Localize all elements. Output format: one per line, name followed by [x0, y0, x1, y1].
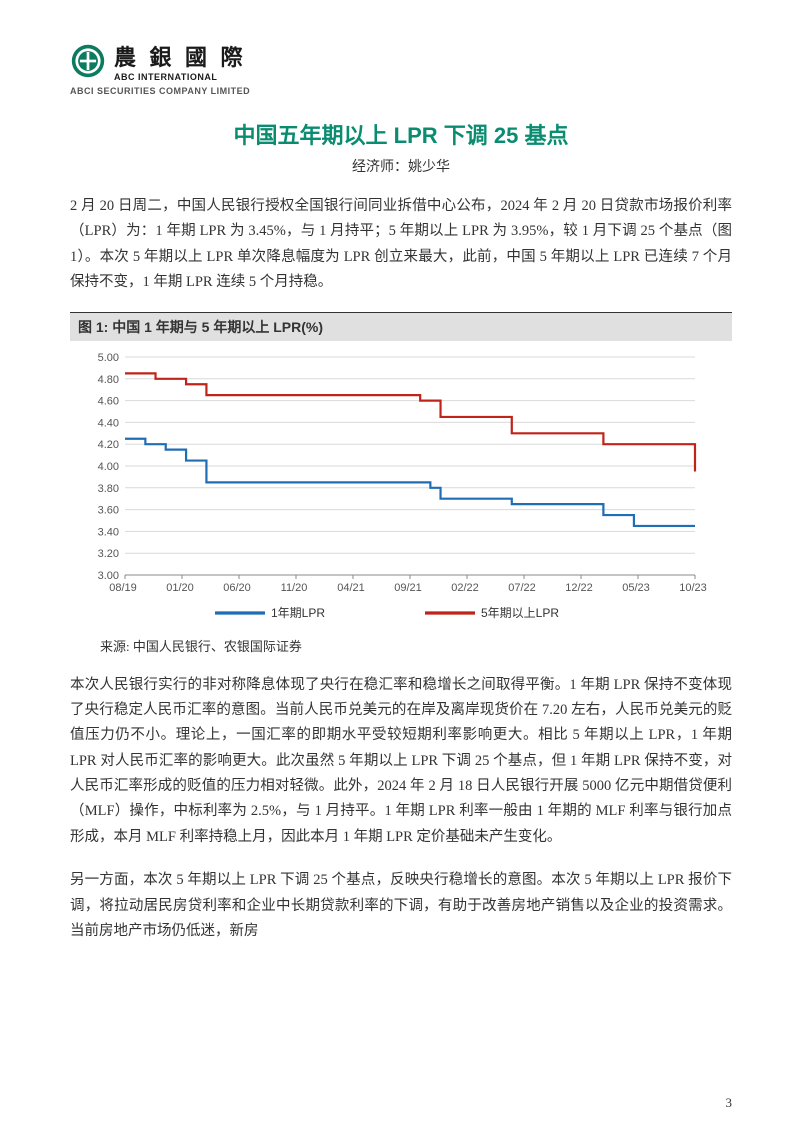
svg-text:3.20: 3.20 [98, 548, 119, 560]
lpr-line-chart: 3.00 3.20 3.40 3.60 3.80 4.00 4.20 4.40 4.60 4.80… [70, 345, 732, 630]
svg-text:09/21: 09/21 [394, 582, 422, 594]
svg-text:05/23: 05/23 [622, 582, 650, 594]
svg-text:12/22: 12/22 [565, 582, 593, 594]
author-line: 经济师：姚少华 [70, 156, 732, 176]
svg-text:4.80: 4.80 [98, 373, 119, 385]
svg-text:3.00: 3.00 [98, 570, 119, 582]
svg-text:4.60: 4.60 [98, 395, 119, 407]
figure-title: 图 1: 中国 1 年期与 5 年期以上 LPR(%) [70, 313, 732, 341]
svg-text:06/20: 06/20 [223, 582, 251, 594]
company-name-block: 農 銀 國 際 ABC INTERNATIONAL [114, 40, 247, 82]
company-name-en2: ABCI SECURITIES COMPANY LIMITED [70, 86, 732, 96]
svg-text:11/20: 11/20 [281, 582, 308, 594]
company-header: 農 銀 國 際 ABC INTERNATIONAL [70, 40, 732, 82]
svg-text:07/22: 07/22 [508, 582, 536, 594]
svg-text:01/20: 01/20 [166, 582, 194, 594]
company-logo-icon [70, 43, 106, 79]
svg-text:3.80: 3.80 [98, 482, 119, 494]
paragraph-1: 2 月 20 日周二，中国人民银行授权全国银行间同业拆借中心公布，2024 年 … [70, 194, 732, 296]
svg-text:08/19: 08/19 [109, 582, 137, 594]
svg-text:4.40: 4.40 [98, 417, 119, 429]
svg-text:3.60: 3.60 [98, 504, 119, 516]
paragraph-3: 另一方面，本次 5 年期以上 LPR 下调 25 个基点，反映央行稳增长的意图。… [70, 868, 732, 944]
svg-text:02/22: 02/22 [451, 582, 479, 594]
svg-text:3.40: 3.40 [98, 526, 119, 538]
svg-text:1年期LPR: 1年期LPR [271, 606, 325, 620]
svg-text:10/23: 10/23 [679, 582, 707, 594]
page-number: 3 [726, 1095, 733, 1111]
svg-text:04/21: 04/21 [337, 582, 365, 594]
svg-text:4.20: 4.20 [98, 439, 119, 451]
figure-source: 来源: 中国人民银行、农银国际证券 [70, 636, 732, 655]
company-name-cn: 農 銀 國 際 [114, 40, 247, 72]
company-name-en1: ABC INTERNATIONAL [114, 72, 247, 82]
page-title: 中国五年期以上 LPR 下调 25 基点 [70, 118, 732, 150]
svg-text:4.00: 4.00 [98, 461, 119, 473]
figure-title-bar: 图 1: 中国 1 年期与 5 年期以上 LPR(%) [70, 312, 732, 341]
svg-text:5年期以上LPR: 5年期以上LPR [481, 606, 559, 620]
chart-svg: 3.00 3.20 3.40 3.60 3.80 4.00 4.20 4.40 4.60 4.80… [70, 345, 710, 625]
svg-text:5.00: 5.00 [98, 352, 119, 364]
paragraph-2: 本次人民银行实行的非对称降息体现了央行在稳汇率和稳增长之间取得平衡。1 年期 L… [70, 673, 732, 851]
